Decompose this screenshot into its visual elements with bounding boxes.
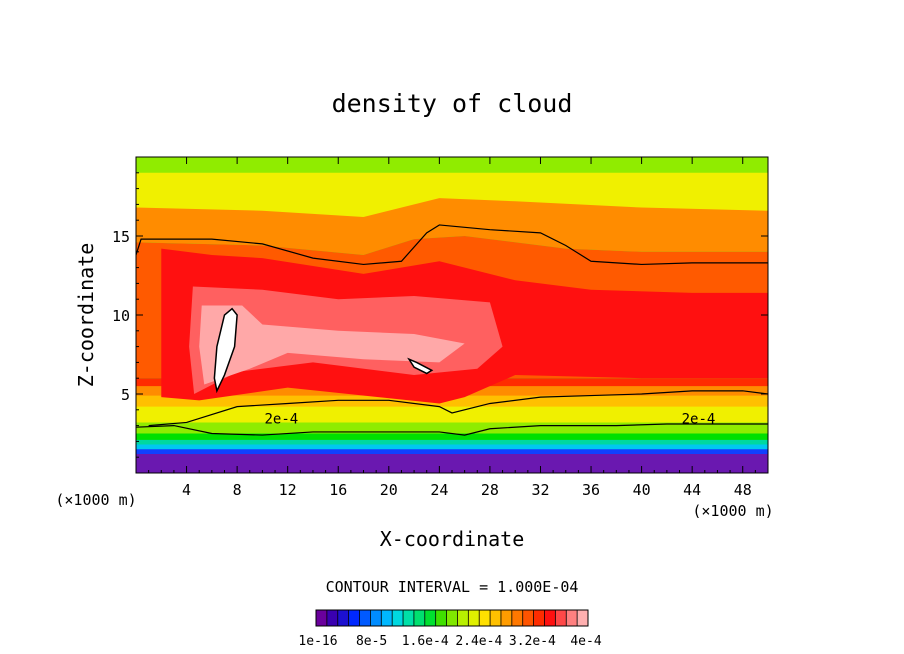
colorbar-swatch-8 bbox=[403, 610, 415, 626]
x-tick-label-24: 24 bbox=[430, 481, 448, 499]
white-patch-max-core-left bbox=[213, 307, 238, 394]
colorbar-swatch-22 bbox=[555, 610, 567, 626]
contour-label-0: 2e-4 bbox=[265, 412, 299, 428]
x-tick-label-36: 36 bbox=[582, 481, 600, 499]
x-tick-label-40: 40 bbox=[633, 481, 651, 499]
x-tick-label-28: 28 bbox=[481, 481, 499, 499]
x-tick-label-12: 12 bbox=[279, 481, 297, 499]
white-patch-max-core-mid bbox=[407, 357, 434, 375]
colorbar-swatch-19 bbox=[522, 610, 534, 626]
chart-title: density of cloud bbox=[332, 89, 573, 118]
y-tick-label-10: 10 bbox=[112, 307, 130, 325]
band-green-top bbox=[136, 157, 768, 173]
colorbar-tick-label-1: 8e-5 bbox=[356, 634, 387, 649]
contour-labels: 2e-4 2e-4 bbox=[265, 412, 716, 428]
filled-contour-layers bbox=[136, 157, 768, 473]
y-tick-label-15: 15 bbox=[112, 228, 130, 246]
x-tick-label-8: 8 bbox=[233, 481, 242, 499]
colorbar-swatch-11 bbox=[435, 610, 447, 626]
colorbar-swatch-0 bbox=[316, 610, 328, 626]
cloud-core-2 bbox=[199, 305, 465, 385]
colorbar-swatch-12 bbox=[446, 610, 458, 626]
contour-lines bbox=[136, 224, 768, 436]
y-axis-label: Z-coordinate bbox=[74, 243, 98, 388]
colorbar-tick-label-5: 4e-4 bbox=[570, 634, 601, 649]
colorbar-swatch-20 bbox=[533, 610, 545, 626]
colorbar-swatch-7 bbox=[392, 610, 404, 626]
x-axis-label: X-coordinate bbox=[380, 527, 525, 551]
x-unit-label: (×1000 m) bbox=[692, 502, 773, 520]
colorbar-swatch-24 bbox=[577, 610, 589, 626]
x-tick-label-32: 32 bbox=[531, 481, 549, 499]
colorbar-swatch-17 bbox=[500, 610, 513, 626]
x-tick-label-4: 4 bbox=[182, 481, 191, 499]
colorbar-swatch-4 bbox=[359, 610, 371, 626]
x-tick-label-16: 16 bbox=[329, 481, 347, 499]
colorbar-swatch-6 bbox=[381, 610, 393, 626]
colorbar-swatch-13 bbox=[457, 610, 469, 626]
colorbar-tick-label-0: 1e-16 bbox=[298, 634, 337, 649]
colorbar-swatch-18 bbox=[511, 610, 524, 626]
colorbar-swatch-21 bbox=[544, 610, 556, 626]
colorbar-tick-label-4: 3.2e-4 bbox=[509, 634, 556, 649]
colorbar-swatch-10 bbox=[424, 610, 436, 626]
colorbar-swatch-15 bbox=[479, 610, 491, 626]
y-unit-label: (×1000 m) bbox=[55, 491, 136, 509]
colorbar-tick-label-2: 1.6e-4 bbox=[402, 634, 449, 649]
colorbar-tick-label-3: 2.4e-4 bbox=[455, 634, 502, 649]
colorbar-swatch-2 bbox=[337, 610, 349, 626]
contour-line-lower-contour bbox=[136, 423, 768, 436]
colorbar-swatch-5 bbox=[370, 610, 382, 626]
colorbar bbox=[315, 609, 589, 627]
colorbar-swatch-9 bbox=[413, 610, 426, 626]
contour-line-mid-contour bbox=[148, 390, 768, 427]
contour-interval-label: CONTOUR INTERVAL = 1.000E-04 bbox=[326, 578, 579, 596]
colorbar-swatch-3 bbox=[348, 610, 360, 626]
x-tick-label-44: 44 bbox=[683, 481, 701, 499]
colorbar-swatch-14 bbox=[468, 610, 480, 626]
band-violet bbox=[136, 454, 768, 473]
plot-area bbox=[136, 157, 768, 473]
colorbar-frame bbox=[315, 609, 589, 627]
y-tick-label-5: 5 bbox=[121, 386, 130, 404]
x-tick-label-20: 20 bbox=[380, 481, 398, 499]
contour-line-upper-contour bbox=[136, 224, 768, 266]
colorbar-tick-labels: 1e-16 8e-5 1.6e-4 2.4e-4 3.2e-4 4e-4 bbox=[298, 634, 601, 649]
y-axis-ticks: 5 10 15 bbox=[112, 172, 768, 458]
x-tick-label-48: 48 bbox=[734, 481, 752, 499]
colorbar-swatch-23 bbox=[566, 610, 578, 626]
colorbar-swatch-16 bbox=[490, 610, 502, 626]
x-axis-ticks: 4 8 12 16 20 24 28 32 36 40 44 48 bbox=[148, 157, 756, 499]
contour-label-1: 2e-4 bbox=[682, 412, 716, 428]
colorbar-swatch-1 bbox=[326, 610, 339, 626]
